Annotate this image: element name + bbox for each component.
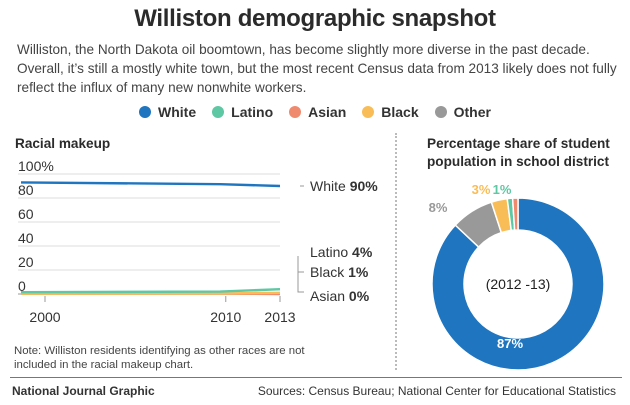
intro-text: Williston, the North Dakota oil boomtown… — [17, 42, 617, 95]
legend-swatch — [139, 106, 152, 118]
page-title: Williston demographic snapshot — [134, 5, 496, 32]
credit-text: National Journal Graphic — [12, 384, 155, 398]
end-label-asian: Asian 0% — [310, 288, 370, 304]
legend-item-other: Other — [434, 104, 491, 120]
y-tick-label: 60 — [18, 206, 34, 222]
legend-item-white: White — [139, 104, 196, 120]
label-bracket — [297, 256, 304, 293]
y-tick-label: 20 — [18, 254, 34, 270]
legend-label: Black — [381, 104, 419, 120]
donut-label-latino: 1% — [493, 182, 512, 197]
footer-divider — [10, 377, 622, 378]
right-panel-title: Percentage share of student population i… — [427, 135, 610, 171]
racial-makeup-line-chart: 0 20 40 60 80 100% 2000 2010 2013 White 90% Latino… — [18, 160, 378, 325]
legend-swatch — [362, 106, 375, 118]
note-text: Note: Williston residents identifying as… — [14, 345, 305, 371]
donut-center-label: (2012 -13) — [486, 276, 551, 292]
series-line-white — [20, 181, 281, 188]
y-tick-label: 40 — [18, 230, 34, 246]
end-label-white: White 90% — [310, 178, 378, 194]
legend-item-latino: Latino — [212, 104, 273, 120]
x-tick-label: 2010 — [210, 309, 241, 325]
legend-item-black: Black — [362, 104, 419, 120]
y-tick-label: 100% — [18, 160, 54, 174]
right-panel-title-line1: Percentage share of student — [427, 136, 610, 151]
right-panel-title-line2: population in school district — [427, 154, 610, 169]
legend-swatch — [434, 106, 447, 118]
end-label-black: Black 1% — [310, 264, 369, 280]
legend-item-asian: Asian — [289, 104, 346, 120]
x-tick-label: 2000 — [29, 309, 60, 325]
panel-divider — [395, 133, 397, 370]
donut-slice-white — [431, 197, 605, 371]
legend-label: Other — [453, 104, 491, 120]
y-tick-label: 80 — [18, 182, 34, 198]
y-tick-label: 0 — [18, 278, 26, 294]
donut-label-black: 3% — [472, 182, 491, 197]
x-tick-label: 2013 — [264, 309, 295, 325]
legend-swatch — [289, 106, 302, 118]
donut-slice-asian — [511, 197, 519, 231]
legend: White Latino Asian Black Other — [0, 104, 630, 120]
legend-label: Asian — [308, 104, 347, 120]
legend-label: Latino — [231, 104, 274, 120]
sources-text: Sources: Census Bureau; National Center … — [257, 384, 616, 398]
student-share-donut-chart: 87% 8% 3% 1% (2012 -13) — [429, 182, 605, 371]
donut-label-white: 87% — [497, 336, 523, 351]
series-line-latino — [20, 288, 281, 294]
end-label-latino: Latino 4% — [310, 244, 373, 260]
legend-swatch — [212, 106, 225, 118]
legend-label: White — [158, 104, 197, 120]
series-line-black — [20, 291, 281, 295]
donut-label-other: 8% — [429, 200, 448, 215]
left-panel-title: Racial makeup — [15, 136, 111, 151]
